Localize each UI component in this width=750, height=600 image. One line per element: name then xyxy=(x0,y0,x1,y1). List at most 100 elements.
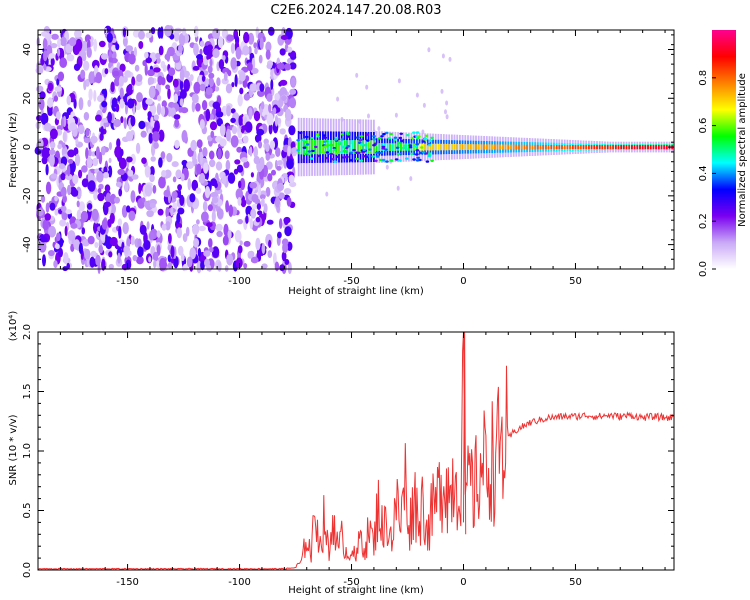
signal-speckle xyxy=(413,145,418,148)
noise-cell xyxy=(67,149,75,158)
noise-cell xyxy=(126,131,134,142)
noise-cell xyxy=(123,96,128,103)
noise-cell xyxy=(81,178,89,188)
noise-cell xyxy=(122,36,128,47)
noise-cell xyxy=(212,101,221,110)
noise-cell xyxy=(163,189,171,198)
noise-cell xyxy=(289,88,297,95)
noise-cell xyxy=(266,93,273,102)
noise-cell xyxy=(156,244,161,256)
noise-cell xyxy=(191,93,199,104)
noise-cell xyxy=(193,42,199,56)
signal-core-cell xyxy=(598,145,601,149)
noise-cell xyxy=(42,254,46,267)
noise-cell xyxy=(149,166,155,177)
noise-cell xyxy=(180,107,189,114)
plot-frame xyxy=(37,29,675,270)
noise-cell xyxy=(267,250,273,259)
noise-cell xyxy=(448,56,452,62)
signal-speckle xyxy=(355,136,360,139)
noise-cell xyxy=(117,252,121,264)
noise-cell xyxy=(94,242,99,248)
signal-core-cell xyxy=(319,139,322,155)
noise-cell xyxy=(259,37,264,50)
noise-cell xyxy=(253,156,260,165)
noise-cell xyxy=(197,247,202,258)
noise-cell xyxy=(56,111,61,120)
noise-cell xyxy=(63,252,69,265)
signal-core-cell xyxy=(451,143,453,151)
noise-cell xyxy=(83,111,90,121)
noise-cell xyxy=(60,36,67,47)
signal-core-cell xyxy=(373,140,375,154)
signal-core-cell xyxy=(596,145,598,149)
signal-speckle xyxy=(332,148,337,151)
signal-core-cell xyxy=(464,144,467,151)
noise-cell xyxy=(57,48,61,57)
noise-cell xyxy=(242,45,250,56)
signal-speckle xyxy=(359,159,364,162)
noise-cell xyxy=(130,153,136,165)
noise-cell xyxy=(136,256,144,265)
noise-cell xyxy=(236,146,243,153)
noise-cell xyxy=(211,196,219,204)
signal-speckle xyxy=(321,151,326,154)
noise-cell xyxy=(209,159,216,168)
noise-cell xyxy=(156,103,162,116)
noise-cell xyxy=(283,216,291,224)
noise-cell xyxy=(249,218,253,230)
noise-cell xyxy=(284,259,290,265)
noise-cell xyxy=(215,223,223,232)
signal-speckle xyxy=(340,138,344,141)
noise-cell xyxy=(216,230,223,238)
noise-cell xyxy=(83,60,90,71)
signal-speckle xyxy=(311,149,315,153)
signal-core-cell xyxy=(534,144,537,150)
noise-cell xyxy=(287,262,292,274)
noise-cell xyxy=(65,173,73,181)
signal-speckle xyxy=(364,155,369,159)
noise-cell xyxy=(205,87,213,95)
noise-cell xyxy=(190,139,197,152)
signal-speckle xyxy=(309,157,314,160)
noise-cell xyxy=(202,147,208,158)
noise-cell xyxy=(266,219,274,225)
noise-cell xyxy=(78,190,82,198)
signal-speckle xyxy=(325,151,330,154)
noise-cell xyxy=(49,202,56,211)
noise-cell xyxy=(54,243,60,250)
noise-cell xyxy=(60,172,66,181)
noise-cell xyxy=(101,258,106,271)
signal-core-cell xyxy=(367,140,370,154)
noise-cell xyxy=(138,41,144,49)
signal-speckle xyxy=(397,152,401,156)
noise-cell xyxy=(152,184,157,194)
noise-cell xyxy=(149,174,155,183)
noise-cell xyxy=(196,219,200,225)
signal-speckle xyxy=(340,133,345,136)
signal-core-cell xyxy=(518,144,520,150)
noise-cell xyxy=(123,117,127,130)
signal-core-cell xyxy=(547,145,550,150)
noise-cell xyxy=(191,179,199,191)
signal-core-cell xyxy=(461,144,464,150)
noise-cell xyxy=(230,57,237,70)
noise-cell xyxy=(286,158,294,170)
noise-cell xyxy=(291,147,298,154)
signal-core-cell xyxy=(440,143,442,151)
signal-core-cell xyxy=(488,144,491,150)
noise-cell xyxy=(222,55,226,61)
noise-cell xyxy=(199,151,203,164)
noise-cell xyxy=(176,212,181,224)
noise-cell xyxy=(239,177,246,191)
noise-cell xyxy=(48,53,56,59)
signal-core-cell xyxy=(655,145,657,149)
noise-cell xyxy=(221,175,227,185)
noise-cell xyxy=(241,125,248,131)
noise-cell xyxy=(86,47,92,58)
noise-cell xyxy=(186,256,193,268)
noise-cell xyxy=(91,208,99,221)
noise-cell xyxy=(210,178,218,187)
signal-core-cell xyxy=(448,143,451,151)
